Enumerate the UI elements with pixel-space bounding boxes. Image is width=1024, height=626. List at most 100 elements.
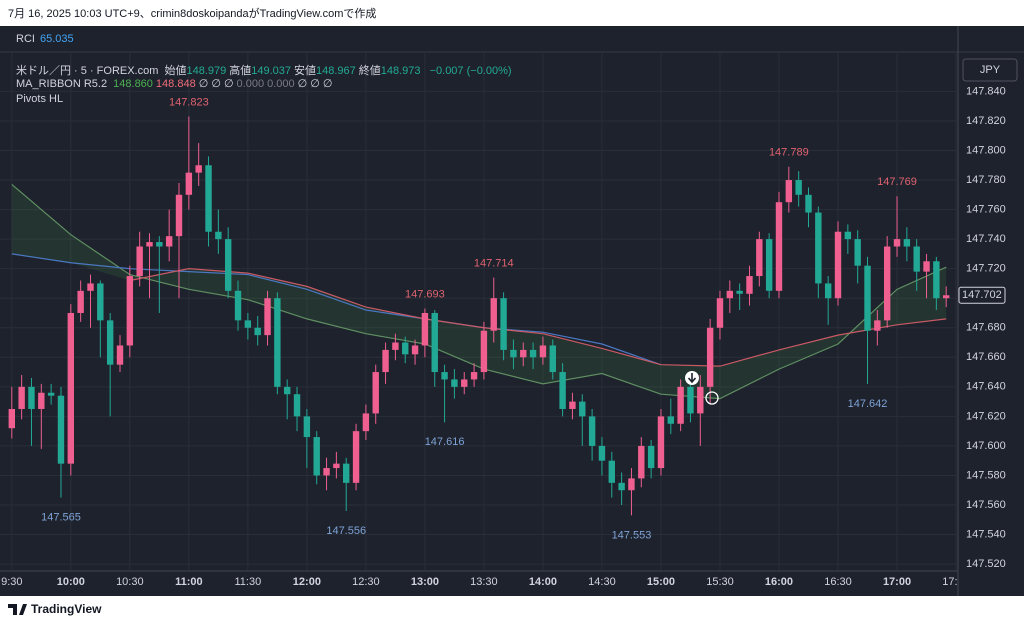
candle-body xyxy=(372,372,379,414)
candle-body xyxy=(500,298,507,350)
candle-body xyxy=(470,372,478,380)
ohlc-value: 148.979 xyxy=(186,65,227,77)
candle-body xyxy=(697,386,704,414)
candle-body xyxy=(736,290,743,294)
y-tick-label: 147.640 xyxy=(966,381,1006,393)
candle-body xyxy=(165,236,173,247)
candle-body xyxy=(834,231,842,299)
candle-body xyxy=(116,345,124,365)
candle-body xyxy=(38,392,45,409)
candle-body xyxy=(480,330,488,373)
x-tick-label: 10:30 xyxy=(116,576,144,588)
pivot-high-label: 147.789 xyxy=(769,147,809,159)
y-tick-label: 147.680 xyxy=(966,322,1006,334)
candle-body xyxy=(461,379,468,387)
candle-body xyxy=(706,327,714,387)
candle-body xyxy=(382,349,389,373)
candle-body xyxy=(824,283,832,299)
x-tick-label: 13:00 xyxy=(411,576,439,588)
brand-logo xyxy=(8,604,27,615)
candle-body xyxy=(67,312,75,464)
candle-body xyxy=(579,401,586,417)
candle-body xyxy=(402,342,409,355)
candle-body xyxy=(608,460,615,483)
candle-body xyxy=(903,239,911,247)
y-tick-label: 147.620 xyxy=(966,410,1006,422)
candle-body xyxy=(77,290,84,313)
candle-body xyxy=(569,401,576,409)
ribbon-line xyxy=(11,253,662,366)
y-tick-label: 147.560 xyxy=(966,499,1006,511)
candle-body xyxy=(923,261,930,272)
x-tick-label: 12:30 xyxy=(352,576,380,588)
pivot-low-label: 147.642 xyxy=(848,398,888,410)
y-tick-label: 147.780 xyxy=(966,174,1006,186)
y-tick-label: 147.800 xyxy=(966,144,1006,156)
x-tick-label: 16:30 xyxy=(824,576,852,588)
currency: JPY xyxy=(980,64,1001,76)
pivot-low-label: 147.616 xyxy=(425,436,465,448)
candle-body xyxy=(264,298,271,336)
ribbon-value: 0.000 xyxy=(236,78,265,90)
candle-body xyxy=(28,386,35,409)
rci-value: 65.035 xyxy=(40,33,74,45)
candle-body xyxy=(106,320,114,365)
y-tick-label: 147.600 xyxy=(966,440,1006,452)
candle-body xyxy=(942,295,950,299)
ohlc-value: 149.037 xyxy=(251,65,291,77)
ohlc-name: 安値 xyxy=(294,65,316,77)
ribbon-legend: MA_RIBBON R5.2 148.860 148.848 ∅ ∅ ∅ 0.000 0… xyxy=(16,77,338,90)
candle-body xyxy=(844,231,852,240)
candle-body xyxy=(490,298,497,331)
candle-body xyxy=(746,276,753,294)
candle-body xyxy=(628,478,635,491)
candle-body xyxy=(618,482,625,491)
candle-body xyxy=(667,416,674,424)
candle-body xyxy=(333,463,340,469)
y-tick-label: 147.660 xyxy=(966,351,1006,363)
pivot-high-label: 147.714 xyxy=(474,257,514,269)
candle-body xyxy=(215,231,222,240)
candle-body xyxy=(274,298,281,387)
caption: 7月 16, 2025 10:03 UTC+9、crimin8doskoipan… xyxy=(8,6,376,20)
x-tick-label: 15:00 xyxy=(647,576,675,588)
rci-name: RCI xyxy=(16,33,35,45)
candle-body xyxy=(313,437,320,476)
last-price-label: 147.702 xyxy=(962,289,1002,301)
candle-body xyxy=(677,386,684,424)
candle-body xyxy=(716,298,724,328)
x-tick-label: 9:30 xyxy=(1,576,22,588)
candle-body xyxy=(539,345,547,358)
change: −0.007 (−0.00%) xyxy=(429,65,512,77)
x-tick-label: 10:00 xyxy=(57,576,85,588)
x-tick-label: 14:30 xyxy=(588,576,616,588)
ohlc-name: 終値 xyxy=(358,65,381,77)
candle-body xyxy=(126,276,134,346)
candle-body xyxy=(529,349,537,358)
y-tick-label: 147.720 xyxy=(966,263,1006,275)
candle-body xyxy=(343,463,350,483)
candle-body xyxy=(520,349,527,358)
x-tick-label: 17:30 xyxy=(942,576,970,588)
candle-body xyxy=(441,372,448,380)
pivot-low-label: 147.565 xyxy=(41,512,81,524)
candle-body xyxy=(756,239,763,277)
candle-body xyxy=(510,349,517,358)
currency-box[interactable] xyxy=(962,58,1018,82)
pivot-high-label: 147.693 xyxy=(405,288,445,300)
x-tick-label: 12:00 xyxy=(293,576,321,588)
candle-body xyxy=(805,194,812,213)
candle-body xyxy=(18,386,25,409)
ribbon-value: 0.000 xyxy=(267,78,295,90)
candle-body xyxy=(451,379,458,387)
candle-body xyxy=(254,327,261,336)
candle-body xyxy=(933,261,940,299)
candle-body xyxy=(136,246,143,277)
x-tick-label: 17:00 xyxy=(883,576,911,588)
x-tick-label: 16:00 xyxy=(765,576,793,588)
candle-body xyxy=(815,212,822,284)
candle-body xyxy=(785,180,793,203)
candle-body xyxy=(883,246,891,321)
candle-body xyxy=(97,283,104,321)
ribbon-name: MA_RIBBON R5.2 xyxy=(16,78,108,90)
